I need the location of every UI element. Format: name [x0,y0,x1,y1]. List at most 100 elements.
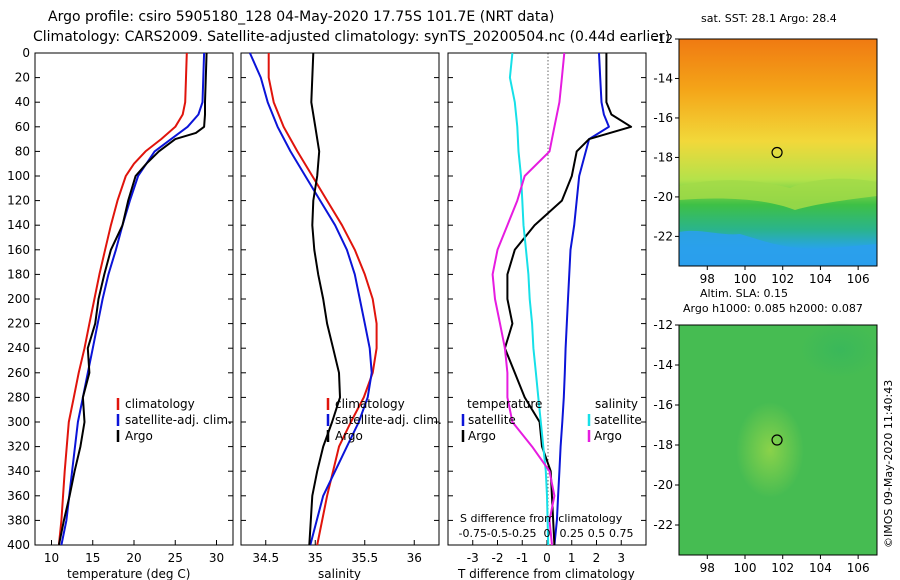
y-tick-label: 200 [7,292,30,306]
s-tick-label: -0.5 [487,527,508,540]
y-tick-label: 360 [7,489,30,503]
map-y-tick-label: -20 [653,478,673,492]
difference-lines [491,52,633,546]
s-tick-label: 0.25 [560,527,585,540]
x-tick-label: 35.5 [351,551,378,565]
sst-x-ticks: 98 100 102 104 106 [700,266,870,286]
legend-label-s-satellite: satellite [594,413,642,427]
series-line-t-argo [503,53,633,546]
series-line-climatology [57,52,188,546]
difference-panel: -3 -2 -1 0 1 2 3 T difference from climatology… [447,52,647,580]
map-x-tick-label: 102 [771,272,794,286]
legend-label-satellite: satellite-adj. clim. [335,413,442,427]
legend-label-satellite: satellite-adj. clim. [125,413,232,427]
x-tick-label: 3 [617,551,625,565]
y-tick-label: 20 [15,71,30,85]
map-x-tick-label: 102 [771,561,794,575]
map-y-tick-label: -22 [653,229,673,243]
sla-argo-marker [771,434,783,446]
map-y-tick-label: -12 [653,318,673,332]
map-y-tick-label: -14 [653,358,673,372]
sla-title-line-1: Altim. SLA: 0.15 [700,287,788,300]
salinity-x-label: salinity [318,567,361,580]
sst-map: sat. SST: 28.1 Argo: 28.4 98 100 102 104 106… [653,12,878,286]
title-line-2: Climatology: CARS2009. Satellite-adjuste… [33,29,670,45]
map-y-tick-label: -18 [653,438,673,452]
sla-title-line-2: Argo h1000: 0.085 h2000: 0.087 [683,302,863,315]
map-x-tick-label: 100 [734,561,757,575]
series-line-satellite-adj-clim- [248,52,373,546]
difference-x-ticks: -3 -2 -1 0 1 2 3 [467,540,625,565]
salinity-panel: 34.5 35 35.5 36 salinity climatology satell… [240,52,442,580]
x-tick-label: -1 [516,551,528,565]
sla-x-ticks: 98 100 102 104 106 [700,555,870,575]
legend-label-climatology: climatology [125,397,195,411]
sst-front [679,178,877,210]
series-line-argo [57,52,208,546]
map-y-tick-label: -16 [653,111,673,125]
difference-plot-frame [447,52,647,546]
map-x-tick-label: 100 [734,272,757,286]
salinity-diff-ticks: -0.75 -0.5 -0.25 0 0.25 0.5 0.75 [459,527,634,540]
y-tick-label: 80 [15,144,30,158]
s-tick-label: 0.5 [588,527,606,540]
series-line-s-satellite [508,52,550,546]
difference-legend: temperature satellite Argo salinity sate… [461,397,642,443]
x-tick-label: 15 [85,551,100,565]
map-y-tick-label: -14 [653,71,673,85]
temperature-lines [57,52,208,546]
series-line-argo [308,52,341,546]
x-tick-label: 0 [543,551,551,565]
x-tick-label: 1 [568,551,576,565]
y-tick-label: 400 [7,538,30,552]
sla-low-anomaly [800,322,880,378]
salinity-y-ticks [241,52,439,546]
map-y-tick-label: -22 [653,518,673,532]
sst-map-title: sat. SST: 28.1 Argo: 28.4 [701,12,837,25]
temperature-x-ticks: 10 15 20 25 30 [44,540,224,565]
map-x-tick-label: 104 [809,561,832,575]
y-tick-label: 320 [7,440,30,454]
depth-y-ticks: 0 20 40 60 80 100 120 140 160 180 200 220 240 260 280 3… [7,46,233,552]
difference-y-ticks [448,52,646,546]
x-tick-label: -3 [467,551,479,565]
series-line-climatology [267,53,378,546]
x-tick-label: 10 [44,551,59,565]
sla-high-anomaly [736,402,804,498]
s-tick-label: 0.75 [609,527,634,540]
map-y-tick-label: -18 [653,150,673,164]
map-x-tick-label: 106 [847,272,870,286]
temperature-panel: 10 15 20 25 30 0 20 40 60 80 100 120 140 160 180 200 22… [7,46,234,580]
x-tick-label: -2 [492,551,504,565]
legend-label-t-argo: Argo [468,429,496,443]
sla-map-frame [678,324,878,556]
argo-float-location [771,434,783,446]
x-tick-label: 20 [126,551,141,565]
sla-map: Altim. SLA: 0.15 Argo h1000: 0.085 h2000… [653,287,880,575]
y-tick-label: 120 [7,194,30,208]
y-tick-label: 260 [7,366,30,380]
sst-field [679,39,877,266]
y-tick-label: 280 [7,390,30,404]
y-tick-label: 240 [7,341,30,355]
legend-label-argo: Argo [125,429,153,443]
x-tick-label: 30 [209,551,224,565]
map-y-tick-label: -20 [653,190,673,204]
y-tick-label: 140 [7,218,30,232]
sst-map-frame [678,38,878,267]
x-tick-label: 34.5 [252,551,279,565]
x-tick-label: 35 [308,551,323,565]
y-tick-label: 380 [7,513,30,527]
sla-y-ticks: -12 -14 -16 -18 -20 -22 [653,318,679,532]
legend-label-s-argo: Argo [594,429,622,443]
legend-label-argo: Argo [335,429,363,443]
map-y-tick-label: -12 [653,32,673,46]
salinity-x-ticks: 34.5 35 35.5 36 [252,540,422,565]
difference-x-label: T difference from climatology [457,567,635,580]
map-y-tick-label: -16 [653,398,673,412]
temperature-legend: climatology satellite-adj. clim. Argo [116,397,232,443]
x-tick-label: 25 [168,551,183,565]
map-x-tick-label: 98 [700,272,715,286]
y-tick-label: 60 [15,120,30,134]
